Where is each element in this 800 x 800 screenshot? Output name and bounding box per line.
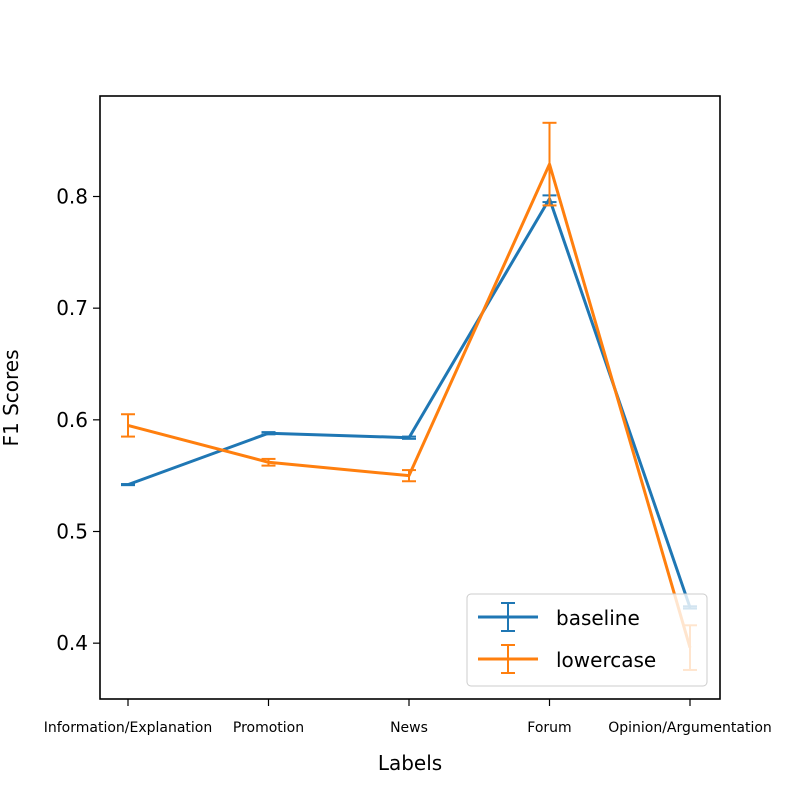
y-tick-label: 0.6 xyxy=(56,408,88,432)
plot-frame xyxy=(99,95,721,700)
legend: baseline lowercase xyxy=(466,593,708,687)
y-axis: 0.4 0.5 0.6 0.7 0.8 xyxy=(56,185,100,655)
x-axis-title: Labels xyxy=(378,751,442,775)
x-tick-label: Opinion/Argumentation xyxy=(608,720,772,736)
y-tick-label: 0.4 xyxy=(56,631,88,655)
series-line-lowercase xyxy=(127,162,692,649)
legend-label-lowercase: lowercase xyxy=(556,648,656,672)
series-layer xyxy=(121,121,697,671)
y-tick-label: 0.5 xyxy=(56,520,88,544)
y-tick-label: 0.7 xyxy=(56,296,88,320)
plot-area xyxy=(121,121,697,671)
y-axis-title: F1 Scores xyxy=(0,349,23,446)
x-tick-label: Promotion xyxy=(233,720,304,736)
x-axis: Information/Explanation Promotion News Foru… xyxy=(44,699,772,736)
series-line-baseline xyxy=(127,197,692,608)
x-tick-label: News xyxy=(390,720,428,736)
x-tick-label: Forum xyxy=(527,720,571,736)
legend-label-baseline: baseline xyxy=(556,606,640,630)
y-tick-label: 0.8 xyxy=(56,185,88,209)
x-tick-label: Information/Explanation xyxy=(44,720,213,736)
